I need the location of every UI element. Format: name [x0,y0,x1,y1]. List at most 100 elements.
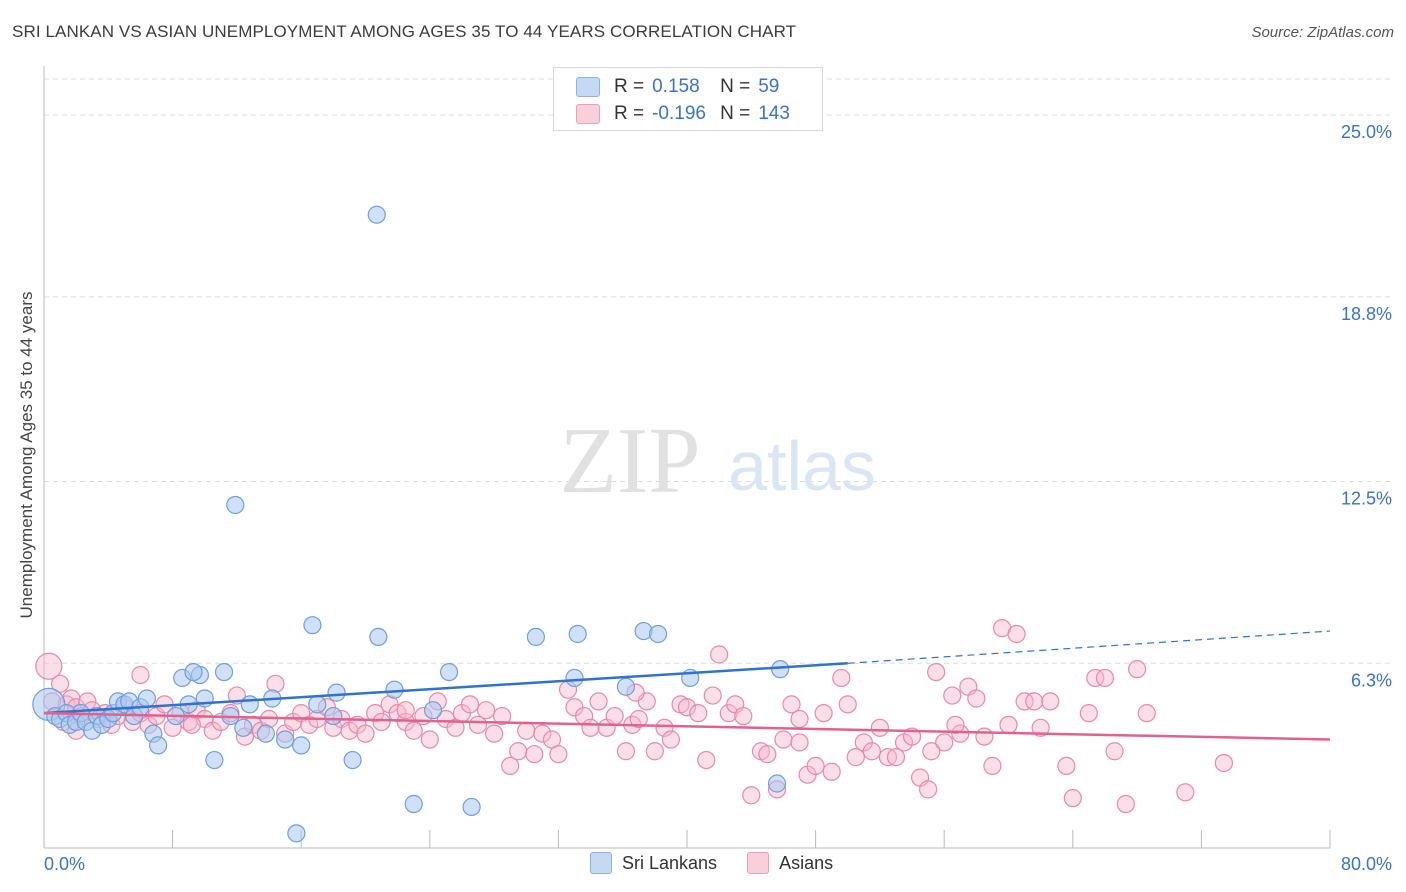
asian-point [35,652,63,680]
asian-point [758,745,777,764]
chart-title: SRI LANKAN VS ASIAN UNEMPLOYMENT AMONG A… [12,22,797,41]
series-swatch-pink [747,852,770,874]
asian-point [1079,704,1098,723]
asian-point [1176,783,1195,802]
asian-point [655,718,674,737]
asian-point [1127,660,1147,679]
sri-lankan-point [439,662,459,682]
legend-row-sri-lankans: R = 0.158 N = 59 [576,75,779,99]
asian-point [935,733,954,752]
watermark: ZIP atlas [560,409,876,513]
asian-point [927,662,946,682]
series-legend-label: Sri Lankans [622,852,718,873]
gridlines [44,78,1392,664]
asian-point [886,748,906,767]
asian-point [131,665,150,685]
sri-lankan-point [303,616,322,635]
asian-point [806,756,825,776]
sri-lankan-point [367,205,386,224]
asian-point [372,712,391,732]
asian-point [999,715,1018,734]
asian-point [605,706,624,726]
asian-point [967,689,986,708]
source-label: Source: ZipAtlas.com [1251,24,1394,41]
legend-n-label: N = [720,103,751,124]
y-tick-label: 6.3% [1351,670,1392,690]
asian-point [1057,756,1076,776]
asian-point [1007,624,1026,644]
asians-trend-line [43,711,1331,741]
asian-point [589,692,608,711]
asian-point [838,695,857,714]
sri-lankans-trend-extension [847,630,1331,664]
correlation-legend: R = 0.158 N = 59 R = -0.196 N = 143 [553,67,823,131]
asian-point [645,742,664,761]
asian-point [661,730,681,749]
sri-lankan-point [526,627,545,647]
asian-point [517,721,536,740]
sri-lankan-point [648,624,668,644]
legend-r-value: -0.196 [652,103,706,124]
sri-lankan-point [771,660,790,679]
legend-n-label: N = [720,76,751,97]
sri-lankan-point [343,750,362,770]
asian-point [814,704,833,723]
asian-point [870,718,890,737]
sri-lankans-trend-line [43,662,848,715]
legend-r-value: 0.158 [652,76,700,97]
asian-point [1214,753,1234,773]
sri-lankan-point [404,794,423,814]
asian-point [734,706,753,726]
asian-point [509,742,528,761]
legend-n-value: 143 [758,103,790,124]
asian-point [468,715,488,734]
asian-point [549,745,568,764]
y-tick-label: 12.5% [1341,489,1392,509]
asian-point [922,742,941,761]
asian-point [943,686,962,705]
asian-point [951,724,970,743]
asian-point [703,686,722,705]
asian-point [476,701,496,720]
series-legend-item-sri-lankans: Sri Lankans [590,852,717,874]
asian-point [1137,704,1156,723]
legend-swatch-blue [576,77,600,97]
asian-point [782,695,801,714]
sri-lankan-point [385,680,404,699]
sri-lankan-point [149,736,168,755]
series-swatch-blue [590,852,612,874]
series-legend-label: Asians [779,852,834,873]
asian-point [846,748,865,767]
watermark-atlas: atlas [728,427,876,505]
sri-lankan-point [276,730,295,749]
asian-point [946,715,965,734]
asian-point [677,698,697,717]
asian-point [501,756,520,776]
sri-lankan-point [423,701,443,720]
asian-point [862,742,881,761]
asian-point [629,709,648,729]
x-tick-label: 0.0% [44,854,85,874]
asian-point [919,780,938,799]
legend-row-asians: R = -0.196 N = 143 [576,102,790,126]
sri-lankan-point [616,677,636,696]
asian-point [525,745,544,764]
sri-lankan-point [234,718,253,737]
asian-point [790,709,809,729]
asian-point [774,730,793,749]
asian-point [493,706,512,726]
asian-point [356,724,375,743]
sri-lankan-point [462,797,481,817]
series-legend: Sri Lankans Asians [590,852,863,874]
asian-point [1086,668,1105,688]
sri-lankan-point [324,706,343,726]
legend-r-label: R = [614,76,645,97]
y-tick-label: 25.0% [1341,122,1392,142]
series-legend-item-asians: Asians [747,852,833,874]
legend-r-label: R = [614,103,645,124]
sri-lankan-point [287,824,306,843]
asian-point [1041,692,1060,711]
y-tick-label: 18.8% [1341,304,1392,324]
sri-lankan-point [240,695,259,714]
